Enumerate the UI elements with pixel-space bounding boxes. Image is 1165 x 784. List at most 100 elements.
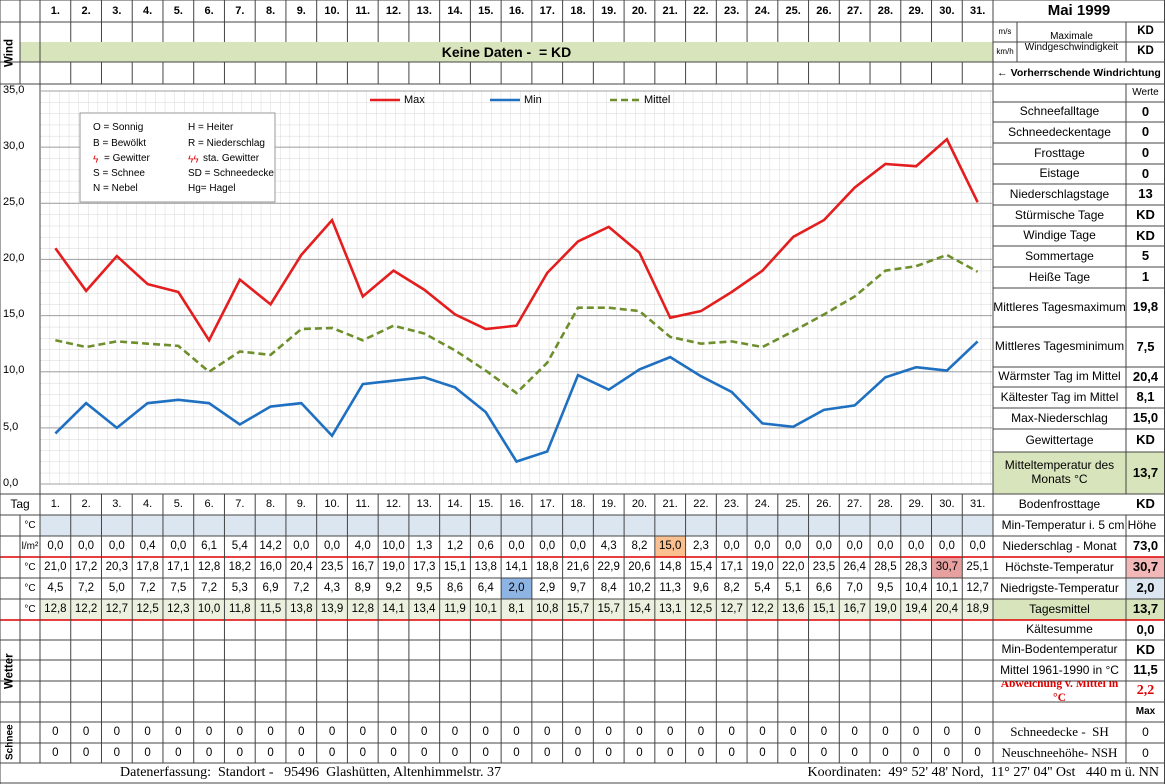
- stat-value: 8,1: [1136, 389, 1155, 405]
- day-label: 15.: [478, 498, 494, 511]
- cell-value: 14,8: [659, 560, 682, 573]
- stat-label: Stürmische Tage: [1014, 207, 1105, 222]
- cell-value: 0: [820, 725, 828, 738]
- day-label: 27.: [847, 4, 863, 17]
- cell-value: 15,4: [689, 560, 713, 573]
- day-label: 11.: [355, 498, 371, 511]
- cell-value: 0,0: [569, 539, 586, 552]
- cell-value: 0: [974, 725, 981, 738]
- cell-value: 5,3: [231, 581, 248, 594]
- day-label: 23.: [724, 498, 740, 511]
- y-tick-label: 20,0: [3, 252, 25, 265]
- max-wind-value: KD: [1137, 45, 1154, 58]
- snow-total: 0: [1142, 724, 1149, 739]
- cell-value: 0: [759, 725, 766, 738]
- cell-value: 0,0: [908, 539, 925, 552]
- cell-value: 1,2: [447, 539, 463, 552]
- cell-value: 0,0: [508, 539, 525, 552]
- stat-label: Frosttage: [1034, 145, 1085, 160]
- cell-value: 6,4: [477, 581, 494, 594]
- day-label: 9.: [296, 4, 306, 17]
- cell-value: 4,3: [324, 581, 341, 594]
- cell-value: 28,3: [904, 560, 928, 573]
- cell-value: 0: [912, 746, 920, 759]
- cell-value: 0: [666, 725, 674, 738]
- row-total: 13,7: [1132, 601, 1159, 617]
- wind-label: Wind: [3, 39, 16, 67]
- cell-value: 0,0: [293, 539, 310, 552]
- cell-value: 0,6: [477, 539, 494, 552]
- cell-value: 0: [421, 725, 428, 738]
- cell-value: 16,0: [259, 560, 282, 573]
- y-tick-label: 0,0: [3, 476, 19, 489]
- y-tick-label: 30,0: [3, 139, 25, 152]
- day-label: 8.: [265, 4, 276, 17]
- code-label: H = Heiter: [188, 122, 234, 134]
- cell-value: 10,2: [628, 581, 651, 594]
- cell-value: 13,4: [413, 602, 436, 615]
- stat-label: Schneedeckentage: [1008, 124, 1111, 139]
- summary-label: Min-Bodentemperatur: [1001, 642, 1118, 657]
- unit: km/h: [996, 47, 1014, 57]
- cell-value: 0: [82, 746, 90, 759]
- summary-value: 0,0: [1136, 622, 1155, 638]
- code-label: R = Niederschlag: [188, 137, 265, 149]
- cell-value: 0: [205, 725, 213, 738]
- day-label: 24.: [754, 498, 771, 511]
- cell-value: 13,9: [320, 602, 344, 615]
- day-label: 4.: [142, 4, 153, 17]
- unit: m/s: [998, 27, 1012, 37]
- unit-label: °C: [24, 582, 36, 594]
- cell-value: 0,0: [877, 539, 894, 552]
- wind-direction: ← Vorherrschende Windrichtung: [997, 66, 1161, 79]
- cell-value: 8,1: [508, 602, 525, 615]
- day-label: 26.: [816, 498, 832, 511]
- cell-value: 0: [513, 725, 520, 738]
- stat-label: Eistage: [1039, 166, 1080, 181]
- cell-value: 10,4: [904, 581, 928, 594]
- day-label: 7.: [235, 4, 245, 17]
- summary-value: KD: [1136, 642, 1155, 658]
- cell-value: 0: [605, 725, 612, 738]
- stat-value: KD: [1136, 207, 1155, 223]
- cell-value: 0: [574, 725, 582, 738]
- cell-value: 11,3: [659, 581, 681, 594]
- cell-value: 12,3: [167, 602, 190, 615]
- cell-value: 0: [390, 725, 397, 738]
- cell-value: 13,1: [659, 602, 682, 615]
- cell-value: 0: [820, 746, 828, 759]
- cell-value: 0,0: [78, 539, 95, 552]
- cell-value: 0: [574, 746, 582, 759]
- day-label: 27.: [847, 498, 863, 511]
- cell-value: 0,0: [938, 539, 955, 552]
- cell-value: 12,2: [74, 602, 98, 615]
- cell-value: 0: [82, 725, 90, 738]
- cell-value: 12,2: [751, 602, 774, 615]
- cell-value: 0,0: [324, 539, 341, 552]
- row-label: Tag: [10, 496, 30, 511]
- stat-value: 0: [1141, 124, 1150, 140]
- stat-label: Bodenfrosttage: [1018, 496, 1101, 511]
- cell-value: 0: [236, 725, 243, 738]
- summary-value: 11,5: [1133, 662, 1158, 678]
- cell-value: 0,0: [539, 539, 556, 552]
- day-label: 12.: [385, 4, 402, 17]
- day-label: 5.: [173, 498, 183, 511]
- code-label: SD = Schneedecke: [188, 168, 274, 180]
- cell-value: 17,2: [74, 560, 98, 573]
- day-label: 31.: [969, 4, 986, 17]
- cell-value: 12,7: [966, 581, 989, 594]
- weather-label: Wetter: [3, 653, 16, 689]
- cell-value: 11,5: [259, 602, 282, 615]
- cell-value: 7,2: [139, 581, 156, 594]
- day-label: 25.: [785, 498, 801, 511]
- cell-value: 0: [144, 725, 151, 738]
- cell-value: 0: [267, 746, 274, 759]
- cell-value: 13,8: [290, 602, 313, 615]
- code-label: S = Schnee: [93, 168, 145, 180]
- stat-value: 13: [1138, 186, 1153, 202]
- cell-value: 0,0: [754, 539, 771, 552]
- cell-value: 6,1: [201, 539, 218, 552]
- cell-value: 21,6: [566, 560, 590, 573]
- cell-value: 4,0: [354, 539, 371, 552]
